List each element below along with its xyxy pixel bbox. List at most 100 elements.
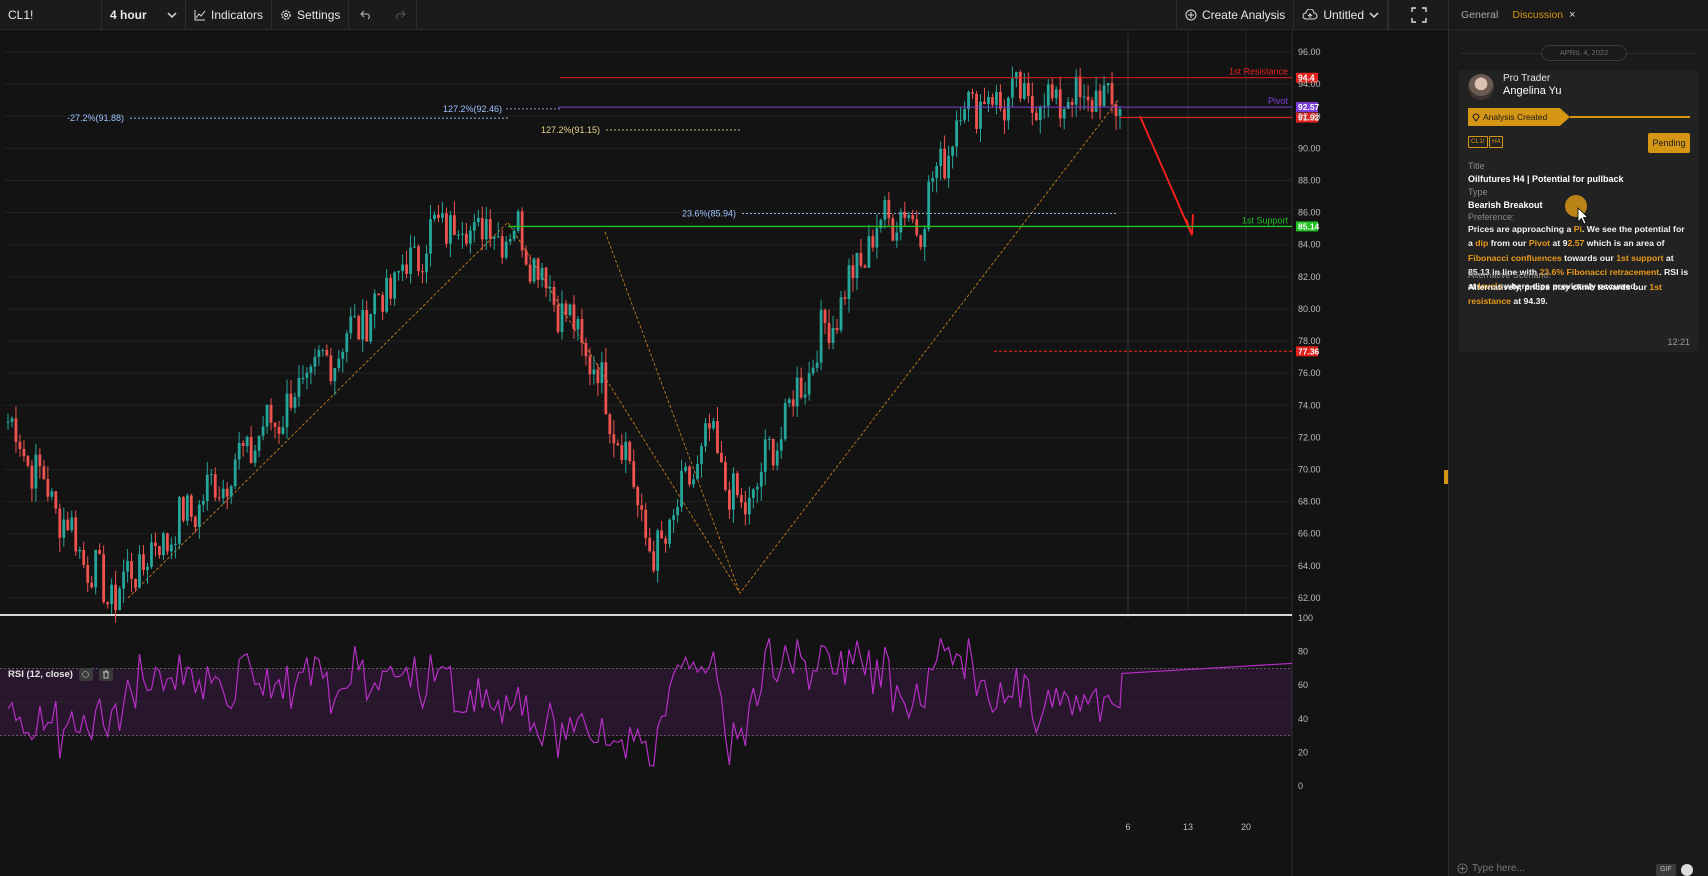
interval-dropdown[interactable]: 4 hour (102, 0, 186, 30)
projection-arrow (1139, 115, 1193, 236)
candle-body (1110, 82, 1114, 105)
drawings[interactable]: -27.2%(91.88) 127.2%(92.46) 127.2%(91.15) 2… (67, 99, 1194, 599)
candle-body (86, 564, 90, 583)
candle-body (871, 236, 875, 248)
candle-body (305, 372, 309, 378)
indicators-icon (194, 9, 206, 20)
candle-body (847, 265, 851, 299)
candle-body (26, 456, 30, 466)
candle-body (1090, 100, 1094, 112)
price-tick-label: 74.00 (1298, 400, 1321, 410)
candle-body (704, 423, 707, 447)
candle-body (771, 438, 775, 466)
indicators-label: Indicators (211, 7, 264, 22)
rsi-delete-button[interactable] (98, 668, 113, 681)
plus-circle-icon (1185, 9, 1197, 20)
candle-body (903, 211, 907, 218)
candle-body (620, 445, 624, 460)
create-analysis-button[interactable]: Create Analysis (1175, 0, 1295, 30)
undo-button[interactable] (349, 0, 383, 30)
candle-body (1050, 84, 1054, 99)
message-input[interactable]: Type here... (1472, 862, 1525, 874)
indicators-button[interactable]: Indicators (186, 0, 273, 30)
candle-body (134, 578, 137, 588)
type-value: Bearish Breakout (1468, 200, 1543, 210)
rsi-tick-label: 20 (1298, 747, 1308, 757)
timeframe-chip[interactable]: H4 (1489, 136, 1504, 148)
candle-body (859, 253, 863, 266)
fib-label: -27.2%(91.88) (67, 113, 124, 123)
gif-button[interactable]: GIF (1656, 864, 1676, 876)
candle-body (612, 434, 616, 444)
candle-body (225, 488, 229, 497)
price-axis[interactable]: 96.00 94.00 92.00 90.00 88.00 86.00 84.00 82.00… (1125, 47, 1320, 832)
candle-body (739, 495, 743, 503)
candle-body (146, 566, 149, 571)
plus-circle-icon[interactable] (1457, 862, 1468, 874)
status-badge[interactable]: Pending (1648, 133, 1690, 153)
candle-body (181, 497, 185, 521)
candle-body (728, 489, 731, 510)
panel-resize-handle[interactable] (1444, 470, 1448, 484)
rsi-pane[interactable]: 100 80 60 40 20 0 (0, 613, 1313, 791)
grid (0, 30, 1293, 876)
emoji-icon[interactable] (1681, 864, 1693, 876)
candle-body (94, 549, 98, 588)
tab-general[interactable]: General (1461, 0, 1498, 30)
fib-label: 23.6%(85.94) (682, 209, 736, 219)
chart-toolbar: CL1! 4 hour Indicators Settings Create A… (0, 0, 1448, 30)
symbol-selector[interactable]: CL1! (0, 0, 102, 30)
candle-body (680, 470, 683, 507)
candle-body (154, 542, 157, 547)
candle-body (1074, 76, 1078, 105)
price-tag-label: 77.36 (1298, 346, 1320, 356)
settings-button[interactable]: Settings (272, 0, 350, 30)
candle-body (273, 422, 277, 427)
candle-body (293, 396, 297, 408)
candle-body (317, 350, 321, 357)
candle-body (795, 377, 799, 407)
date-pill: APRIL 4, 2022 (1541, 45, 1627, 61)
candle-body (664, 538, 668, 544)
candle-body (616, 443, 620, 446)
candle-body (126, 561, 129, 572)
rsi-tick-label: 40 (1298, 714, 1308, 724)
preference-label: Preference: (1468, 212, 1515, 222)
candle-body (987, 97, 990, 105)
close-icon[interactable]: × (1569, 8, 1576, 21)
candle-body (843, 297, 847, 299)
candle-body (417, 246, 420, 272)
chevron-down-icon (1369, 11, 1379, 18)
rsi-settings-button[interactable] (78, 668, 93, 681)
layout-dropdown[interactable]: Untitled (1294, 0, 1388, 30)
candle-body (684, 466, 687, 471)
candle-body (205, 474, 209, 501)
candle-body (42, 466, 46, 480)
chart-area[interactable]: -27.2%(91.88) 127.2%(92.46) 127.2%(91.15) 2… (0, 30, 1448, 876)
price-chart[interactable]: -27.2%(91.88) 127.2%(92.46) 127.2%(91.15) 2… (0, 30, 1448, 876)
redo-button[interactable] (383, 0, 418, 30)
time-tick-label: 6 (1125, 822, 1130, 832)
candle-body (209, 474, 213, 476)
candle-body (540, 267, 544, 280)
candle-body (70, 517, 74, 531)
candle-body (118, 588, 121, 611)
candle-body (373, 293, 377, 315)
candle-body (138, 554, 141, 588)
price-tick-label: 88.00 (1298, 176, 1321, 186)
candle-body (827, 322, 831, 344)
avatar[interactable] (1468, 74, 1494, 100)
candle-body (201, 500, 205, 505)
compose-bar[interactable]: Type here... (1449, 860, 1708, 876)
candle-body (907, 215, 911, 218)
tab-discussion[interactable]: Discussion × (1512, 0, 1575, 30)
rsi-tick-label: 100 (1298, 613, 1313, 623)
fullscreen-button[interactable] (1388, 0, 1448, 30)
candle-body (452, 215, 456, 236)
symbol-chip[interactable]: CL1! (1468, 136, 1488, 148)
candle-body (241, 442, 245, 446)
price-tag (1296, 102, 1318, 113)
candle-body (532, 258, 536, 282)
candle-body (951, 146, 955, 156)
